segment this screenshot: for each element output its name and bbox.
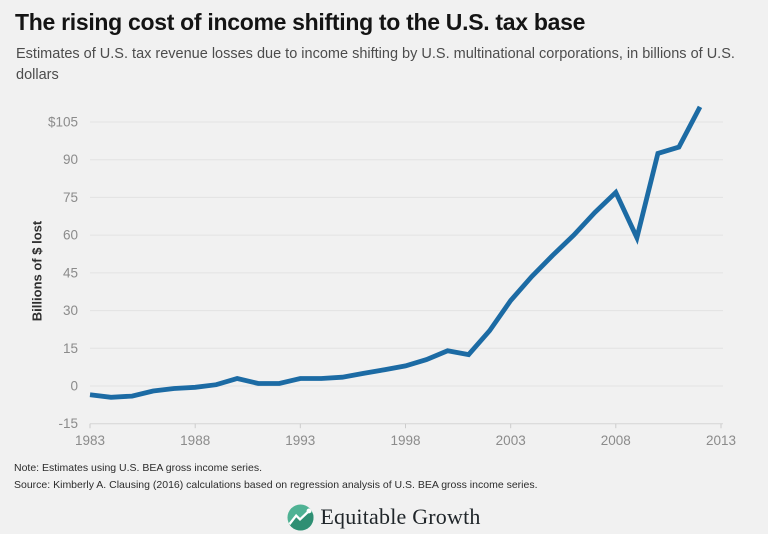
y-tick-label: $105 xyxy=(48,115,78,130)
x-tick-label: 2003 xyxy=(496,433,526,448)
y-axis-title: Billions of $ lost xyxy=(29,220,45,322)
line-chart: $105 90 75 60 45 30 15 0 -15 1983 1988 1993 1998 2003… xyxy=(0,100,768,452)
chart-canvas: $105 90 75 60 45 30 15 0 -15 1983 1988 1993 1998 2003… xyxy=(48,105,736,448)
x-tick-label: 1983 xyxy=(75,433,105,448)
x-tick-label: 1998 xyxy=(390,433,420,448)
y-tick-label: -15 xyxy=(58,416,78,431)
chart-source: Source: Kimberly A. Clausing (2016) calc… xyxy=(14,479,538,491)
y-tick-label: 30 xyxy=(63,303,78,318)
x-tick-label: 2008 xyxy=(601,433,631,448)
y-tick-label: 45 xyxy=(63,265,78,280)
trend-circle-icon xyxy=(287,503,314,531)
x-tick-label: 2013 xyxy=(706,433,736,448)
x-tick-label: 1993 xyxy=(285,433,315,448)
y-tick-label: 0 xyxy=(70,379,78,394)
y-tick-label: 60 xyxy=(63,228,78,243)
equitable-growth-logo: Equitable Growth xyxy=(0,502,768,532)
y-tick-label: 90 xyxy=(63,152,78,167)
chart-title: The rising cost of income shifting to th… xyxy=(15,9,586,35)
revenue-loss-line xyxy=(89,105,703,400)
logo-text: Equitable Growth xyxy=(320,504,481,529)
chart-subtitle: Estimates of U.S. tax revenue losses due… xyxy=(16,46,735,83)
chart-note: Note: Estimates using U.S. BEA gross inc… xyxy=(14,462,263,474)
y-tick-label: 75 xyxy=(63,190,78,205)
x-tick-label: 1988 xyxy=(180,433,210,448)
y-tick-label: 15 xyxy=(63,341,78,356)
